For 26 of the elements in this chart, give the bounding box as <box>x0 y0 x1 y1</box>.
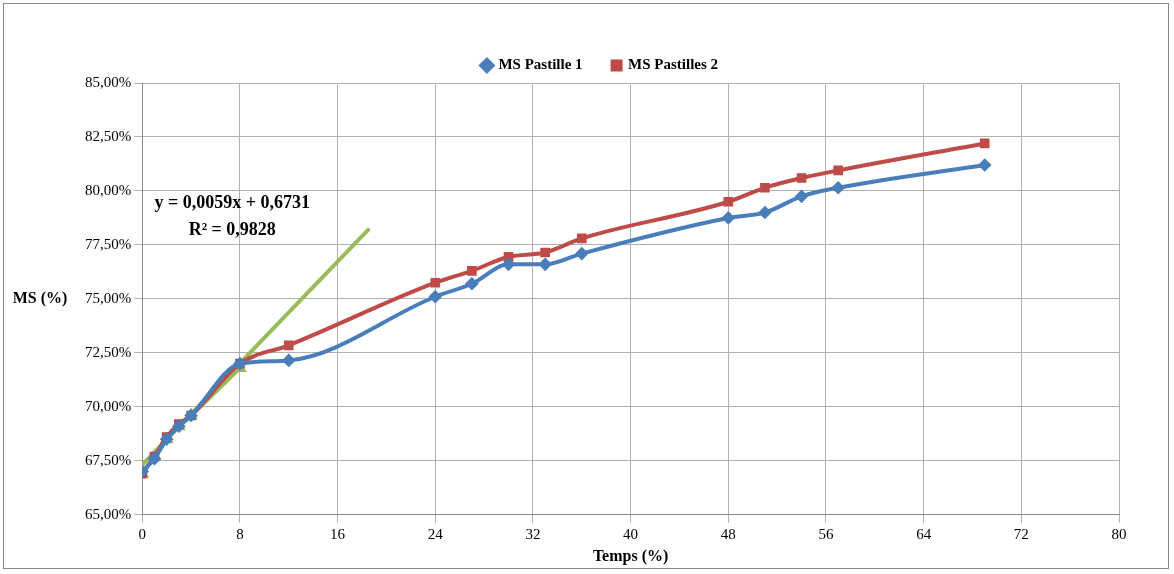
x-tick-label: 48 <box>720 525 736 542</box>
y-tick-label: 65,00% <box>85 505 132 522</box>
x-tick-label: 8 <box>236 525 244 542</box>
y-tick-label: 70,00% <box>85 397 132 414</box>
y-tick-label: 75,00% <box>85 289 132 306</box>
x-tick-label: 0 <box>138 525 146 542</box>
y-tick-label: 82,50% <box>85 127 132 144</box>
x-tick-label: 80 <box>1111 525 1127 542</box>
y-axis-title: MS (%) <box>12 289 68 308</box>
x-tick-label: 64 <box>916 525 932 542</box>
legend-label: MS Pastille 1 <box>498 56 583 73</box>
y-tick-label: 85,00% <box>85 73 132 90</box>
x-tick-label: 32 <box>525 525 541 542</box>
x-tick-label: 24 <box>427 525 444 542</box>
y-tick-label: 77,50% <box>85 235 132 252</box>
y-tick-label: 67,50% <box>85 451 132 468</box>
x-axis-title: Temps (%) <box>592 546 669 565</box>
legend-label: MS Pastilles 2 <box>628 56 719 73</box>
x-tick-label: 72 <box>1013 525 1029 542</box>
x-tick-label: 40 <box>623 525 639 542</box>
x-tick-label: 16 <box>330 525 346 542</box>
x-tick-label: 56 <box>818 525 834 542</box>
y-tick-label: 80,00% <box>85 181 132 198</box>
annotation: y = 0,0059x + 0,6731 <box>154 191 310 212</box>
y-tick-label: 72,50% <box>85 343 132 360</box>
annotation: R² = 0,9828 <box>188 218 276 239</box>
